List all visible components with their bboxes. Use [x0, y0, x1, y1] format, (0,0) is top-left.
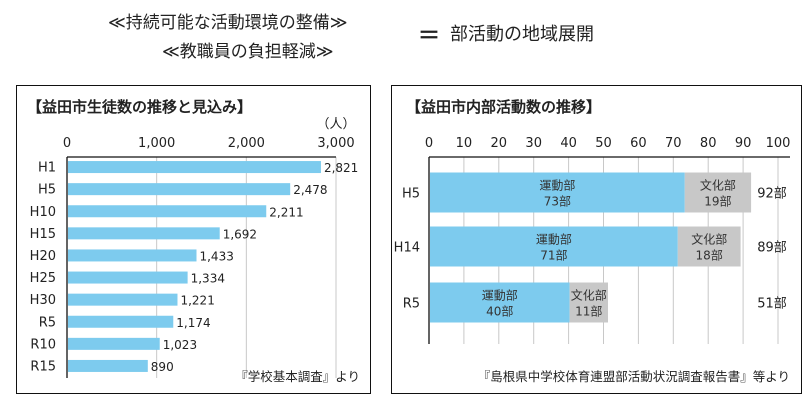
students-chart-source: 『学校基本調査』より: [235, 369, 360, 384]
category-label: H1: [38, 161, 56, 176]
total-label: 92部: [757, 187, 787, 202]
value-label: 2,821: [324, 161, 358, 175]
bar-segment: [677, 226, 741, 267]
clubs-chart-source: 『島根県中学校体育連盟部活動状況調査報告書』等より: [478, 369, 790, 384]
bar: [68, 359, 148, 372]
segment-series-label: 運動部: [482, 288, 518, 303]
x-tick-label: 0: [63, 136, 71, 151]
segment-value-label: 19部: [704, 194, 731, 209]
value-label: 2,478: [293, 183, 327, 197]
x-tick-label: 80: [700, 136, 717, 151]
segment-value-label: 11部: [575, 304, 602, 319]
bar: [68, 205, 267, 218]
category-label: R10: [30, 337, 56, 352]
bar: [68, 315, 174, 328]
x-tick-label: 100: [766, 136, 791, 151]
equals-sign: ＝: [418, 24, 441, 49]
x-tick-label: 30: [525, 136, 542, 151]
segment-value-label: 73部: [544, 194, 571, 209]
students-unit-label: （人）: [316, 117, 355, 132]
category-label: H20: [30, 249, 56, 264]
x-tick-label: 50: [595, 136, 612, 151]
x-tick-label: 2,000: [228, 136, 265, 151]
x-tick-label: 10: [456, 136, 473, 151]
segment-value-label: 71部: [540, 248, 567, 263]
value-label: 1,692: [223, 227, 257, 241]
clubs-chart-title: 【益田市内部活動数の推移】: [406, 98, 601, 116]
value-label: 1,334: [191, 272, 225, 286]
bar-segment: [430, 282, 570, 323]
category-label: H25: [30, 271, 56, 286]
bar-segment: [430, 172, 685, 213]
segment-series-label: 文化部: [571, 288, 607, 303]
category-label: H10: [30, 205, 56, 220]
value-label: 890: [151, 360, 174, 374]
value-label: 1,023: [163, 338, 197, 352]
header-line-2: ≪教職員の負担軽減≫: [162, 42, 334, 62]
segment-series-label: 運動部: [539, 178, 575, 193]
segment-value-label: 18部: [696, 248, 723, 263]
value-label: 1,174: [176, 316, 210, 330]
bar: [68, 293, 178, 306]
x-tick-label: 3,000: [317, 136, 354, 151]
bar: [68, 161, 321, 174]
bar: [68, 227, 220, 240]
segment-series-label: 文化部: [700, 178, 736, 193]
x-tick-label: 40: [560, 136, 577, 151]
value-label: 2,211: [269, 205, 303, 219]
category-label: R15: [30, 359, 56, 374]
x-tick-label: 70: [665, 136, 682, 151]
bar-segment: [569, 282, 608, 323]
x-tick-label: 60: [630, 136, 647, 151]
bar-segment: [684, 172, 752, 213]
value-label: 1,433: [199, 249, 233, 263]
total-label: 51部: [757, 297, 787, 312]
category-label: R5: [403, 297, 420, 312]
segment-series-label: 文化部: [691, 232, 727, 247]
bar: [68, 271, 188, 284]
total-label: 89部: [757, 241, 787, 256]
category-label: R5: [39, 315, 56, 330]
header-line-1: ≪持続可能な活動環境の整備≫: [108, 13, 348, 33]
x-tick-label: 0: [425, 136, 433, 151]
students-chart-title: 【益田市生徒数の推移と見込み】: [27, 98, 252, 116]
bar-segment: [430, 226, 678, 267]
segment-series-label: 運動部: [536, 232, 572, 247]
header-result: 部活動の地域展開: [450, 24, 594, 45]
bar: [68, 337, 160, 350]
x-tick-label: 20: [491, 136, 508, 151]
x-tick-label: 1,000: [138, 136, 175, 151]
bar: [68, 183, 291, 196]
category-label: H15: [30, 227, 56, 242]
category-label: H5: [402, 187, 420, 202]
x-tick-label: 90: [735, 136, 752, 151]
category-label: H5: [38, 183, 56, 198]
bar: [68, 249, 197, 262]
category-label: H30: [30, 293, 56, 308]
segment-value-label: 40部: [486, 304, 513, 319]
value-label: 1,221: [180, 294, 214, 308]
category-label: H14: [394, 241, 420, 256]
